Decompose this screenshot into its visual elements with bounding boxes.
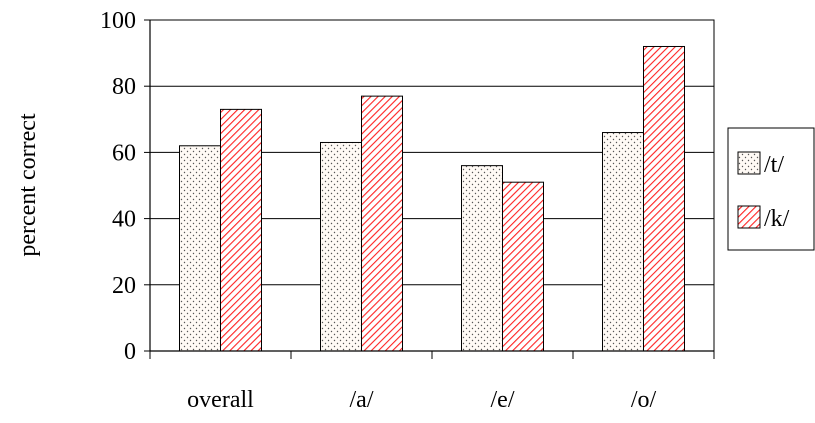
bar-t-0 (179, 145, 221, 352)
bar-t-2 (461, 165, 503, 352)
y-tick-label: 40 (112, 207, 136, 233)
bar-t-1 (320, 141, 362, 352)
legend-label: /t/ (764, 152, 784, 178)
x-category-labels: overall/a/ /e/ /o/ (187, 387, 656, 413)
legend-label: /k/ (764, 206, 790, 232)
y-tick-labels: 0 20 40 60 80 100 (100, 8, 136, 365)
legend-swatch-k (737, 205, 761, 229)
legend-box (727, 127, 815, 251)
bar-k-3 (643, 45, 685, 352)
x-category-label: overall (187, 387, 254, 413)
axes (144, 19, 715, 359)
bars (179, 45, 685, 352)
x-category-label: /a/ (350, 387, 374, 413)
bar-k-0 (220, 108, 262, 352)
x-category-label: /e/ (491, 387, 515, 413)
legend: /t/ /k/ (727, 127, 815, 251)
y-tick-label: 80 (112, 74, 136, 100)
y-tick-label: 20 (112, 273, 136, 299)
bar-k-1 (361, 95, 403, 352)
bar-t-3 (602, 132, 644, 352)
x-category-label: /o/ (631, 387, 657, 413)
y-tick-label: 0 (124, 339, 136, 365)
bar-k-2 (502, 181, 544, 352)
y-axis-label: percent correct (15, 113, 41, 257)
y-tick-label: 100 (100, 8, 136, 34)
y-tick-label: 60 (112, 140, 136, 166)
legend-swatch-t (737, 151, 761, 175)
